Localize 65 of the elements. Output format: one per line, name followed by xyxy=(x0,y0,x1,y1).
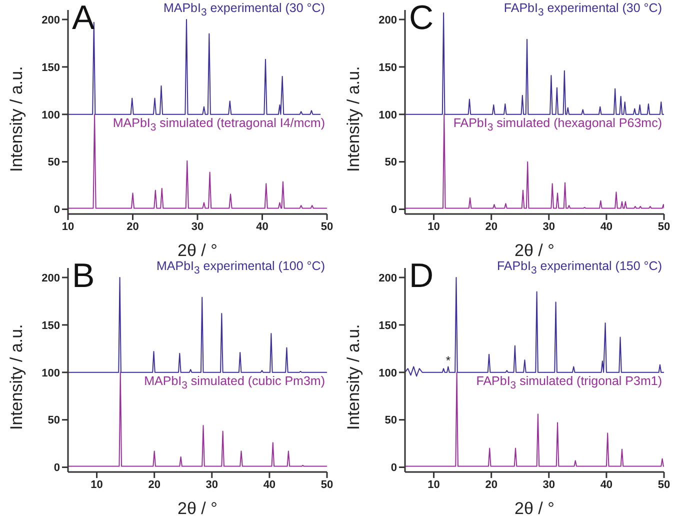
x-tick-label: 50 xyxy=(658,220,670,233)
x-axis-title: 2θ / ° xyxy=(178,499,218,516)
line-series xyxy=(68,114,327,209)
y-tick-label: 100 xyxy=(42,109,60,122)
chart-title: D xyxy=(409,257,434,295)
y-tick-label: 0 xyxy=(54,462,60,474)
y-axis-title: Intensity / a.u. xyxy=(344,66,364,172)
x-tick-label: 20 xyxy=(485,478,498,491)
y-tick-label: 50 xyxy=(48,414,60,427)
text: FAPbI$_{3}$ experimental (30 °C) xyxy=(504,1,662,18)
y-tick-label: 150 xyxy=(378,62,397,74)
series-label: FAPbI$_{3}$ simulated (trigonal P3m1) xyxy=(476,374,662,392)
x-tick-label: 20 xyxy=(126,220,139,233)
y-axis-title: Intensity / a.u. xyxy=(344,324,364,430)
y-tick-label: 200 xyxy=(378,272,397,284)
y-tick-label: 150 xyxy=(42,62,60,74)
text: MAPbI$_{3}$ experimental (100 °C) xyxy=(156,259,325,276)
line-series xyxy=(405,372,664,467)
y-tick-label: 0 xyxy=(54,204,60,216)
y-axis-title: Intensity / a.u. xyxy=(7,66,26,172)
line-series xyxy=(405,114,664,209)
y-tick-label: 100 xyxy=(378,367,397,380)
x-axis-title: 2θ / ° xyxy=(514,499,554,516)
line-series xyxy=(68,372,327,467)
y-tick-label: 200 xyxy=(42,272,60,284)
x-tick-label: 30 xyxy=(542,220,556,233)
x-tick-label: 50 xyxy=(658,478,670,491)
chart-title: B xyxy=(72,257,95,295)
text: FAPbI$_{3}$ experimental (150 °C) xyxy=(496,259,662,276)
x-axis-title: 2θ / ° xyxy=(178,241,218,260)
y-tick-label: 200 xyxy=(378,14,397,26)
x-tick-label: 50 xyxy=(320,478,334,491)
series-label: MAPbI$_{3}$ simulated (tetragonal I4/mcm) xyxy=(112,116,325,134)
y-tick-label: 100 xyxy=(378,109,397,122)
y-tick-label: 150 xyxy=(42,320,60,332)
x-tick-label: 40 xyxy=(600,220,613,233)
series-label: MAPbI$_{3}$ simulated (cubic Pm3m) xyxy=(144,374,325,392)
x-tick-label: 10 xyxy=(428,220,440,233)
y-tick-label: 0 xyxy=(390,204,397,216)
annotation: * xyxy=(446,354,451,368)
x-tick-label: 30 xyxy=(542,478,556,491)
x-tick-label: 10 xyxy=(428,478,440,491)
x-tick-label: 40 xyxy=(263,478,276,491)
x-tick-label: 30 xyxy=(206,478,218,491)
x-axis-title: 2θ / ° xyxy=(514,241,554,260)
y-tick-label: 150 xyxy=(378,320,397,332)
series-label: FAPbI$_{3}$ simulated (hexagonal P63mc) xyxy=(453,116,662,134)
x-tick-label: 20 xyxy=(485,220,498,233)
x-tick-label: 40 xyxy=(600,478,613,491)
series-label: MAPbI$_{3}$ experimental (30 °C) xyxy=(163,1,325,18)
chart-title: C xyxy=(409,0,434,37)
y-axis-title: Intensity / a.u. xyxy=(7,324,26,430)
x-tick-label: 50 xyxy=(320,220,334,233)
x-tick-label: 30 xyxy=(191,220,204,233)
y-tick-label: 0 xyxy=(390,462,397,474)
y-tick-label: 200 xyxy=(42,14,60,26)
x-tick-label: 20 xyxy=(148,478,160,491)
y-tick-label: 50 xyxy=(384,414,397,427)
x-tick-label: 40 xyxy=(256,220,268,233)
x-tick-label: 10 xyxy=(62,220,74,233)
chart-title: A xyxy=(72,0,95,37)
y-tick-label: 50 xyxy=(48,156,60,169)
x-tick-label: 10 xyxy=(90,478,103,491)
y-tick-label: 100 xyxy=(42,367,60,380)
y-tick-label: 50 xyxy=(384,156,397,169)
